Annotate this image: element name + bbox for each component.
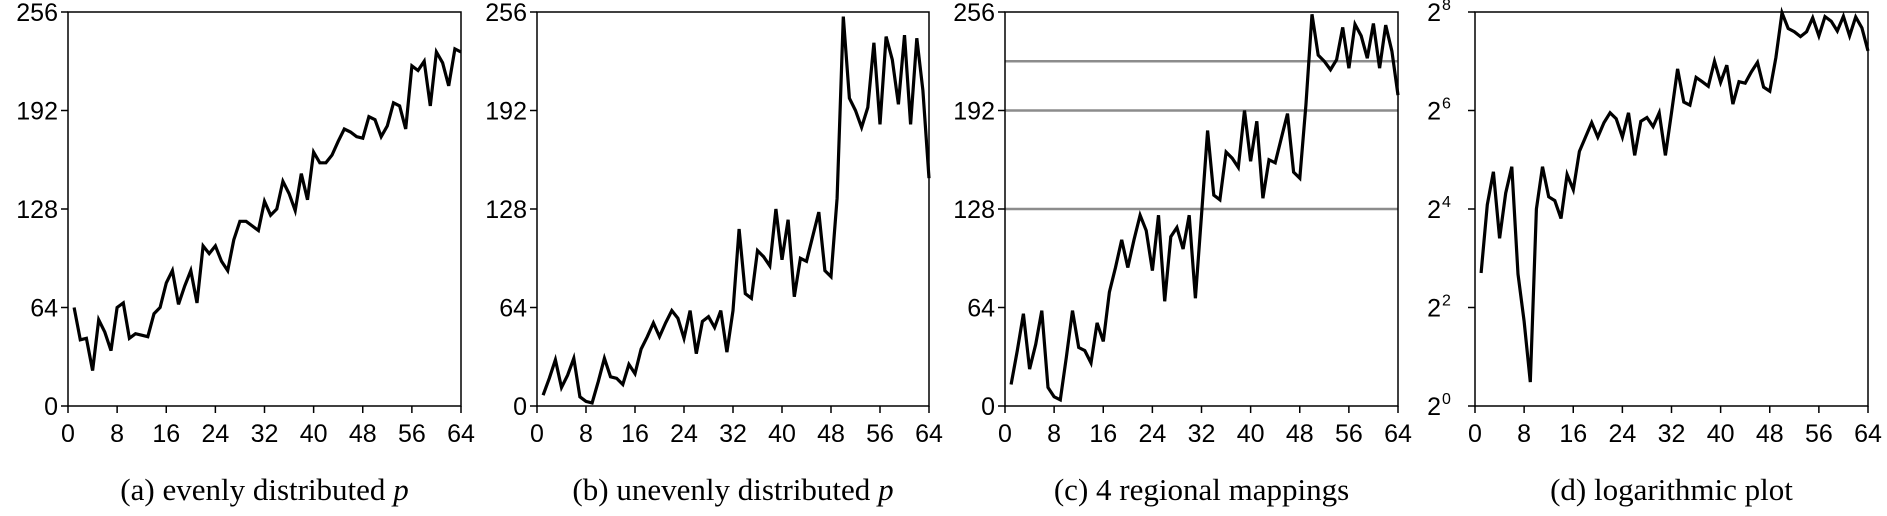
x-tick-label: 32 [719,420,747,448]
x-tick-label: 8 [1517,420,1531,448]
y-tick-exponent: 2 [1442,293,1451,310]
x-tick-label: 40 [1237,420,1265,448]
y-tick-base: 2 [1427,0,1441,27]
y-tick-label: 192 [485,98,527,126]
x-tick-label: 64 [447,420,475,448]
y-tick-base: 2 [1427,196,1441,224]
y-tick-base: 2 [1427,295,1441,323]
y-tick-label: 128 [953,196,995,224]
panel-caption: (b) unevenly distributed p [572,472,893,507]
chart-panel-2: 0 8 16 24 32 40 48 56 64 0 64 128 192 256 (b) unevenly… [485,0,943,507]
y-tick-base: 2 [1427,393,1441,421]
x-tick-label: 40 [768,420,796,448]
x-tick-label: 48 [817,420,845,448]
x-tick-label: 48 [1286,420,1314,448]
x-tick-label: 64 [1384,420,1412,448]
series-line-1 [72,46,462,371]
chart-panel-4: 0 8 16 24 32 40 48 56 642 02 22 42 62 8(d) logarithmi… [1427,0,1882,507]
y-tick-label: 2 [1427,393,1441,421]
x-tick-label: 56 [1805,420,1833,448]
caption-text: (d) logarithmic plot [1550,472,1793,507]
panel-caption: (a) evenly distributed p [120,472,408,507]
x-tick-label: 16 [152,420,180,448]
chart-panel-1: 0 8 16 24 32 40 48 56 64 0 64 128 192 256 (a) evenly d… [16,0,475,507]
x-tick-label: 16 [621,420,649,448]
series-line-1 [1479,6,1870,383]
x-tick-label: 48 [1756,420,1784,448]
y-tick-exponent: 4 [1442,194,1451,211]
x-tick-label: 0 [61,420,75,448]
y-tick-label: 256 [953,0,995,27]
chart-panel-3: 0 8 16 24 32 40 48 56 64 0 64 128 192 256 (c) 4 region… [953,0,1412,507]
x-tick-label: 8 [1047,420,1061,448]
y-tick-label: 64 [967,295,995,323]
x-tick-label: 56 [1335,420,1363,448]
x-tick-label: 0 [530,420,544,448]
plot-frame [1474,11,1869,407]
y-tick-label: 128 [485,196,527,224]
x-tick-label: 8 [579,420,593,448]
panel-caption: (c) 4 regional mappings [1054,472,1349,507]
x-tick-label: 32 [251,420,279,448]
series-line-1 [1009,14,1400,403]
caption-variable: p [876,472,894,507]
caption-text: (a) evenly distributed [120,472,393,507]
x-tick-label: 40 [1707,420,1735,448]
y-tick-label: 64 [30,295,58,323]
x-tick-label: 0 [998,420,1012,448]
x-tick-label: 40 [300,420,328,448]
x-tick-label: 8 [110,420,124,448]
y-tick-label: 128 [16,196,58,224]
x-tick-label: 32 [1188,420,1216,448]
y-tick-label: 2 [1427,196,1441,224]
series-line-1 [541,16,931,405]
y-tick-label: 2 [1427,0,1441,27]
y-tick-exponent: 6 [1442,96,1451,113]
y-tick-base: 2 [1427,98,1441,126]
x-tick-label: 24 [201,420,229,448]
x-tick-label: 24 [1138,420,1166,448]
y-tick-label: 192 [953,98,995,126]
x-tick-label: 64 [915,420,943,448]
y-tick-exponent: 0 [1442,391,1451,408]
caption-text: (c) 4 regional mappings [1054,472,1349,507]
caption-text: (b) unevenly distributed [572,472,878,507]
y-tick-label: 0 [513,393,527,421]
y-tick-label: 64 [499,295,527,323]
x-tick-label: 24 [670,420,698,448]
caption-variable: p [391,472,409,507]
x-tick-label: 16 [1559,420,1587,448]
x-tick-label: 56 [866,420,894,448]
y-tick-label: 2 [1427,295,1441,323]
x-tick-label: 64 [1854,420,1882,448]
y-tick-label: 0 [981,393,995,421]
y-tick-label: 2 [1427,98,1441,126]
x-tick-label: 56 [398,420,426,448]
panel-caption: (d) logarithmic plot [1550,472,1793,507]
x-tick-label: 16 [1089,420,1117,448]
y-tick-label: 256 [485,0,527,27]
x-tick-label: 32 [1658,420,1686,448]
y-tick-label: 0 [44,393,58,421]
y-tick-label: 192 [16,98,58,126]
x-tick-label: 0 [1468,420,1482,448]
x-tick-label: 24 [1608,420,1636,448]
y-tick-label: 256 [16,0,58,27]
x-tick-label: 48 [349,420,377,448]
y-tick-exponent: 8 [1442,0,1451,14]
